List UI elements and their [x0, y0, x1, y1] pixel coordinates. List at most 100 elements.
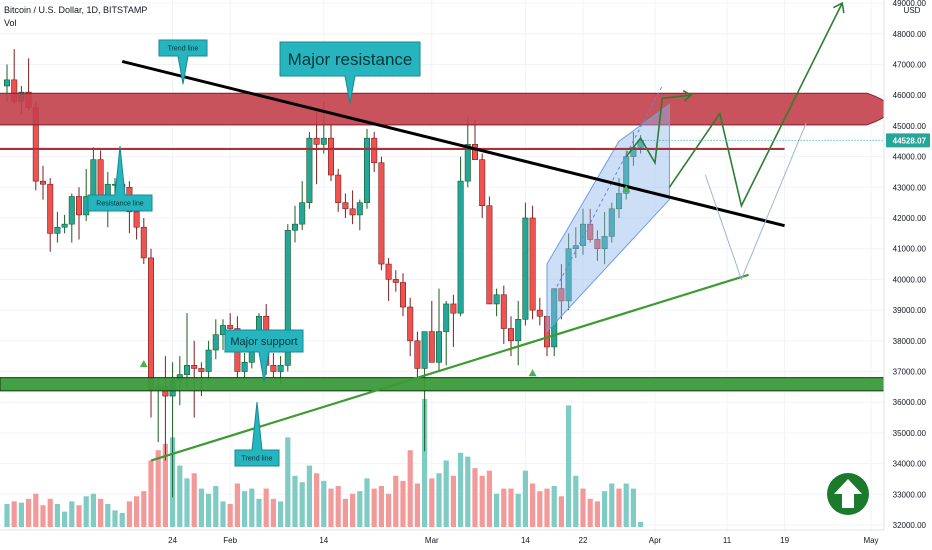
candle-body [342, 202, 349, 210]
volume-bar [515, 493, 521, 527]
major-support-text: Major support [230, 336, 297, 348]
volume-bar [105, 503, 111, 527]
volume-bar [54, 503, 60, 527]
time-tick-label: 22 [579, 536, 588, 545]
candle-body [306, 137, 313, 203]
price-tick-label: 40000.00 [893, 275, 927, 284]
last-price-label: 44528.07 [893, 136, 927, 145]
candle-body [335, 174, 342, 203]
candle-body [435, 331, 442, 363]
volume-bar [4, 503, 10, 527]
price-tick-label: 45000.00 [893, 122, 927, 131]
price-tick-label: 37000.00 [893, 368, 927, 377]
volume-bar [314, 473, 320, 527]
volume-bar [616, 488, 622, 527]
price-tick-label: 41000.00 [893, 245, 927, 254]
volume-bar [472, 468, 478, 527]
volume-bar [465, 456, 471, 527]
volume-bar [184, 478, 190, 527]
price-tick-label: 43000.00 [893, 183, 927, 192]
volume-bar [429, 478, 435, 527]
major-resistance-callout: Major resistance [279, 41, 421, 104]
volume-bar [602, 491, 608, 527]
candle-body [407, 306, 414, 342]
volume-bar [263, 488, 269, 527]
candle-body [399, 282, 406, 308]
resistance-line-bubble [87, 145, 153, 212]
candle-body [428, 331, 435, 363]
candle-body [270, 365, 277, 372]
candle-body [601, 236, 608, 249]
volume-bar [126, 501, 132, 527]
volume-bar [270, 498, 276, 527]
volume-bar [33, 493, 39, 527]
time-tick-label: 14 [319, 536, 328, 545]
volume-bar [198, 488, 204, 527]
volume-bar [285, 437, 291, 527]
volume-indicator-label[interactable]: Vol [4, 18, 17, 28]
symbol-title[interactable]: Bitcoin / U.S. Dollar, 1D, BITSTAMP [4, 5, 148, 15]
major-resistance-text: Major resistance [288, 50, 413, 69]
volume-bar [494, 493, 500, 527]
volume-bar [371, 488, 377, 527]
candle-body [241, 361, 248, 372]
volume-bar [292, 475, 298, 527]
volume-bar [90, 493, 96, 527]
trend-line-top-bubble [158, 39, 208, 85]
volume-bar [443, 460, 449, 527]
price-tick-label: 32000.00 [893, 521, 927, 530]
grid [0, 0, 884, 530]
long-idea-badge [827, 473, 869, 515]
candle-body [212, 334, 219, 351]
volume-bar [630, 488, 636, 527]
volume-bar [40, 505, 46, 527]
candle-body [551, 288, 558, 348]
time-axis[interactable]: 24 Feb 14 Mar 14 22 Apr 11 19 May [0, 529, 884, 550]
volume-bar [537, 491, 543, 527]
volume-bar [609, 483, 615, 527]
volume-bar [328, 488, 334, 527]
price-tick-label: 48000.00 [893, 30, 927, 39]
volume-bar [321, 480, 327, 527]
time-tick-label: 11 [723, 536, 732, 545]
price-tick-label: 46000.00 [893, 91, 927, 100]
time-axis-bg [0, 530, 884, 550]
volume-bar [479, 475, 485, 527]
candle-body [594, 239, 601, 250]
signal-up-marker [139, 360, 148, 368]
trend-line-bottom-text: Trend line [242, 455, 273, 462]
volume-bar [177, 465, 183, 527]
projection-near-path [625, 98, 663, 166]
candle-body [363, 137, 370, 203]
price-axis-bg [884, 0, 932, 550]
volume-bar [386, 493, 392, 527]
major-resistance-bubble [279, 41, 421, 104]
price-tick-label: 47000.00 [893, 61, 927, 70]
candle-body [486, 205, 493, 305]
candle-body [536, 309, 543, 317]
candle-body [327, 137, 334, 176]
candle-body [371, 137, 378, 164]
candle-body [515, 319, 522, 342]
ascending-channel [546, 103, 670, 333]
projection-far-arrowhead [832, 1, 845, 14]
signal-up-marker [528, 369, 537, 377]
volume-bar [141, 491, 147, 527]
candle-body [500, 294, 507, 329]
volume-bar [422, 399, 428, 527]
volume-bar [191, 473, 197, 527]
candle-body [47, 183, 54, 234]
volume-bar [508, 488, 514, 527]
candle-body [320, 137, 327, 145]
projection-near-arrowhead [682, 90, 693, 102]
candle-body [392, 279, 399, 283]
time-tick-label: Feb [223, 536, 237, 545]
volume-bar [148, 460, 154, 527]
volume-bar [414, 483, 420, 527]
volume-bar [76, 505, 82, 527]
volume-bar [623, 483, 629, 527]
drawing-layer [0, 1, 922, 462]
